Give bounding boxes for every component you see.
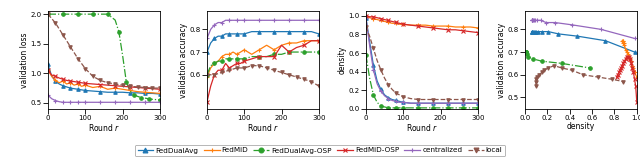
Y-axis label: validation accuracy: validation accuracy (497, 22, 506, 98)
X-axis label: density: density (566, 122, 595, 131)
Y-axis label: density: density (338, 46, 347, 74)
X-axis label: Round $r$: Round $r$ (88, 122, 120, 133)
Legend: FedDualAvg, FedMiD, FedDualAvg-OSP, FedMiD-OSP, centralized, local: FedDualAvg, FedMiD, FedDualAvg-OSP, FedM… (134, 144, 506, 156)
Y-axis label: validation accuracy: validation accuracy (179, 22, 188, 98)
X-axis label: Round $r$: Round $r$ (406, 122, 438, 133)
X-axis label: Round $r$: Round $r$ (246, 122, 279, 133)
Y-axis label: validation loss: validation loss (20, 32, 29, 88)
